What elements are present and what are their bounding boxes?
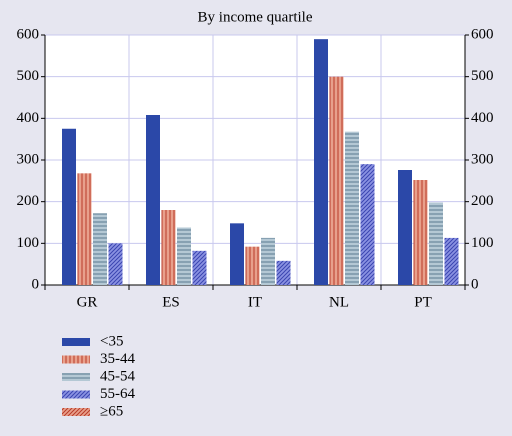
y-tick-label: 0 [32, 276, 40, 292]
legend-label: <35 [100, 333, 123, 349]
legend-swatch [62, 355, 90, 364]
bar [413, 180, 428, 285]
x-tick-label: PT [414, 294, 432, 310]
y-tick-label: 200 [17, 193, 40, 209]
bar [360, 164, 375, 285]
bar [444, 237, 459, 285]
bar [177, 227, 191, 285]
bar [329, 76, 344, 286]
bar [192, 250, 207, 285]
bar [314, 39, 328, 285]
legend-swatch [62, 338, 90, 346]
y2-tick-label: 500 [471, 68, 494, 84]
bar [345, 131, 359, 285]
y-tick-label: 100 [17, 235, 40, 251]
legend-label: ≥65 [100, 403, 123, 419]
bar [161, 210, 176, 285]
bar [62, 128, 76, 285]
bar [261, 237, 275, 285]
y-tick-label: 600 [17, 26, 40, 42]
bar [276, 260, 291, 285]
y2-tick-label: 400 [471, 110, 494, 126]
bar [429, 202, 443, 285]
chart-title: By income quartile [198, 9, 313, 25]
y2-tick-label: 100 [471, 235, 494, 251]
y-tick-label: 400 [17, 110, 40, 126]
x-tick-label: ES [162, 294, 180, 310]
y2-tick-label: 300 [471, 151, 494, 167]
y-tick-label: 500 [17, 68, 40, 84]
x-tick-label: IT [248, 294, 262, 310]
legend-swatch [62, 390, 90, 399]
bar [230, 223, 244, 285]
x-tick-label: GR [77, 294, 98, 310]
bar [146, 115, 160, 285]
y2-tick-label: 600 [471, 26, 494, 42]
bar [398, 170, 412, 285]
y2-tick-label: 200 [471, 193, 494, 209]
legend-swatch [62, 408, 90, 416]
bar [93, 213, 107, 285]
bar [77, 173, 92, 285]
y-tick-label: 300 [17, 151, 40, 167]
legend-swatch [62, 373, 90, 381]
bar [245, 246, 260, 285]
bar [108, 243, 123, 285]
legend-label: 45-54 [100, 368, 135, 384]
x-tick-label: NL [329, 294, 349, 310]
y2-tick-label: 0 [471, 276, 479, 292]
legend-label: 35-44 [100, 351, 135, 367]
legend-label: 55-64 [100, 386, 135, 402]
